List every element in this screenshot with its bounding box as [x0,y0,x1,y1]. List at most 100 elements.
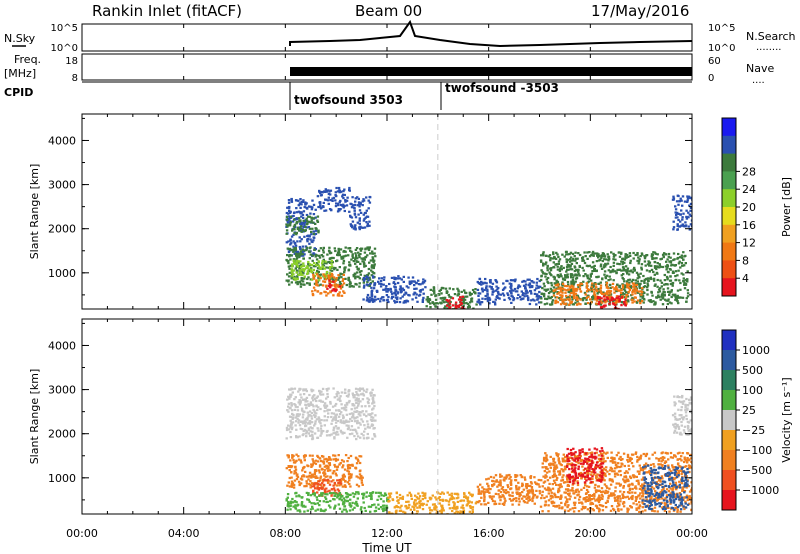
power-cell [371,300,375,303]
power-cell [341,257,345,260]
power-cell [330,209,333,212]
power-cell [640,279,643,283]
velocity-cell [308,454,312,457]
power-cell [567,295,571,299]
velocity-cell [588,494,591,497]
power-cell [601,300,604,303]
power-cell [452,288,455,291]
power-cell [301,270,304,273]
power-cell [289,210,292,213]
power-cell [637,256,640,259]
power-cell [668,293,671,296]
velocity-cell [679,510,682,513]
velocity-cell [287,500,290,504]
power-cell [549,257,552,260]
power-cell [623,288,626,291]
power-cell [468,293,472,296]
power-cell [407,286,410,289]
power-cell [577,270,580,273]
power-cell [302,199,305,202]
velocity-cell [634,485,637,488]
velocity-cell [332,432,335,435]
power-cell [549,273,552,276]
power-cell [428,298,432,302]
velocity-cell [308,414,312,417]
power-cell [299,250,303,253]
power-cell [323,260,326,263]
power-cell [330,269,334,272]
power-cell [294,262,297,265]
power-cell [683,283,686,286]
velocity-cell [332,387,335,390]
power-cell [623,303,627,306]
power-cell [524,285,527,288]
power-cell [631,301,634,304]
velocity-cell [302,393,306,396]
power-cell [578,285,582,288]
velocity-cell [318,457,322,460]
power-cell [620,289,623,292]
power-cell [368,276,371,279]
velocity-cell [486,490,489,493]
power-cell [309,212,312,215]
power-cell [285,218,289,221]
velocity-cell [500,475,503,478]
velocity-cell [368,405,371,408]
power-cell [338,285,342,288]
velocity-cell [396,506,400,509]
velocity-cell [483,503,486,506]
power-cell [291,229,294,232]
power-cell [448,302,452,305]
power-cell [559,268,562,271]
velocity-cell [549,466,552,469]
power-cell [296,275,299,278]
velocity-cell [430,497,433,500]
power-cell [565,294,568,298]
velocity-cell [382,494,386,497]
velocity-cell [651,453,654,456]
velocity-cell [357,492,360,495]
velocity-cell [286,496,289,499]
velocity-cell [322,430,325,433]
power-cell [681,264,684,267]
power-cell [560,275,563,278]
velocity-cell [352,495,356,498]
power-cell [524,287,527,290]
power-cell [471,288,475,292]
power-cell [342,278,345,281]
velocity-cell [316,483,319,486]
power-cell [351,226,354,229]
power-cell [528,278,531,281]
power-cell [577,252,580,255]
power-cell [643,257,647,260]
power-cell [673,258,676,261]
power-cell [421,298,425,302]
power-cell [362,286,366,289]
velocity-cell [367,413,370,416]
power-cell [597,256,600,259]
velocity-cell [360,479,363,482]
power-cell [363,262,366,265]
power-cell [525,292,528,295]
velocity-cell [304,421,308,424]
velocity-cell [576,483,580,487]
nsky-label: N.Sky [4,32,36,45]
velocity-cell [606,456,609,459]
power-cell [677,218,680,222]
power-cell [545,278,548,281]
velocity-cell [521,491,524,494]
power-cell [383,276,386,279]
velocity-cell [509,494,512,497]
power-cell [658,290,662,293]
velocity-cell [377,507,381,510]
velocity-cell [325,460,329,463]
power-cell [301,253,304,256]
power-cell [590,290,593,293]
power-cell [671,293,675,296]
power-cell [285,279,288,282]
velocity-cell [307,478,310,481]
power-cell [609,295,612,298]
velocity-cell [287,395,290,398]
velocity-cell [345,510,348,513]
velocity-cell [396,499,399,502]
